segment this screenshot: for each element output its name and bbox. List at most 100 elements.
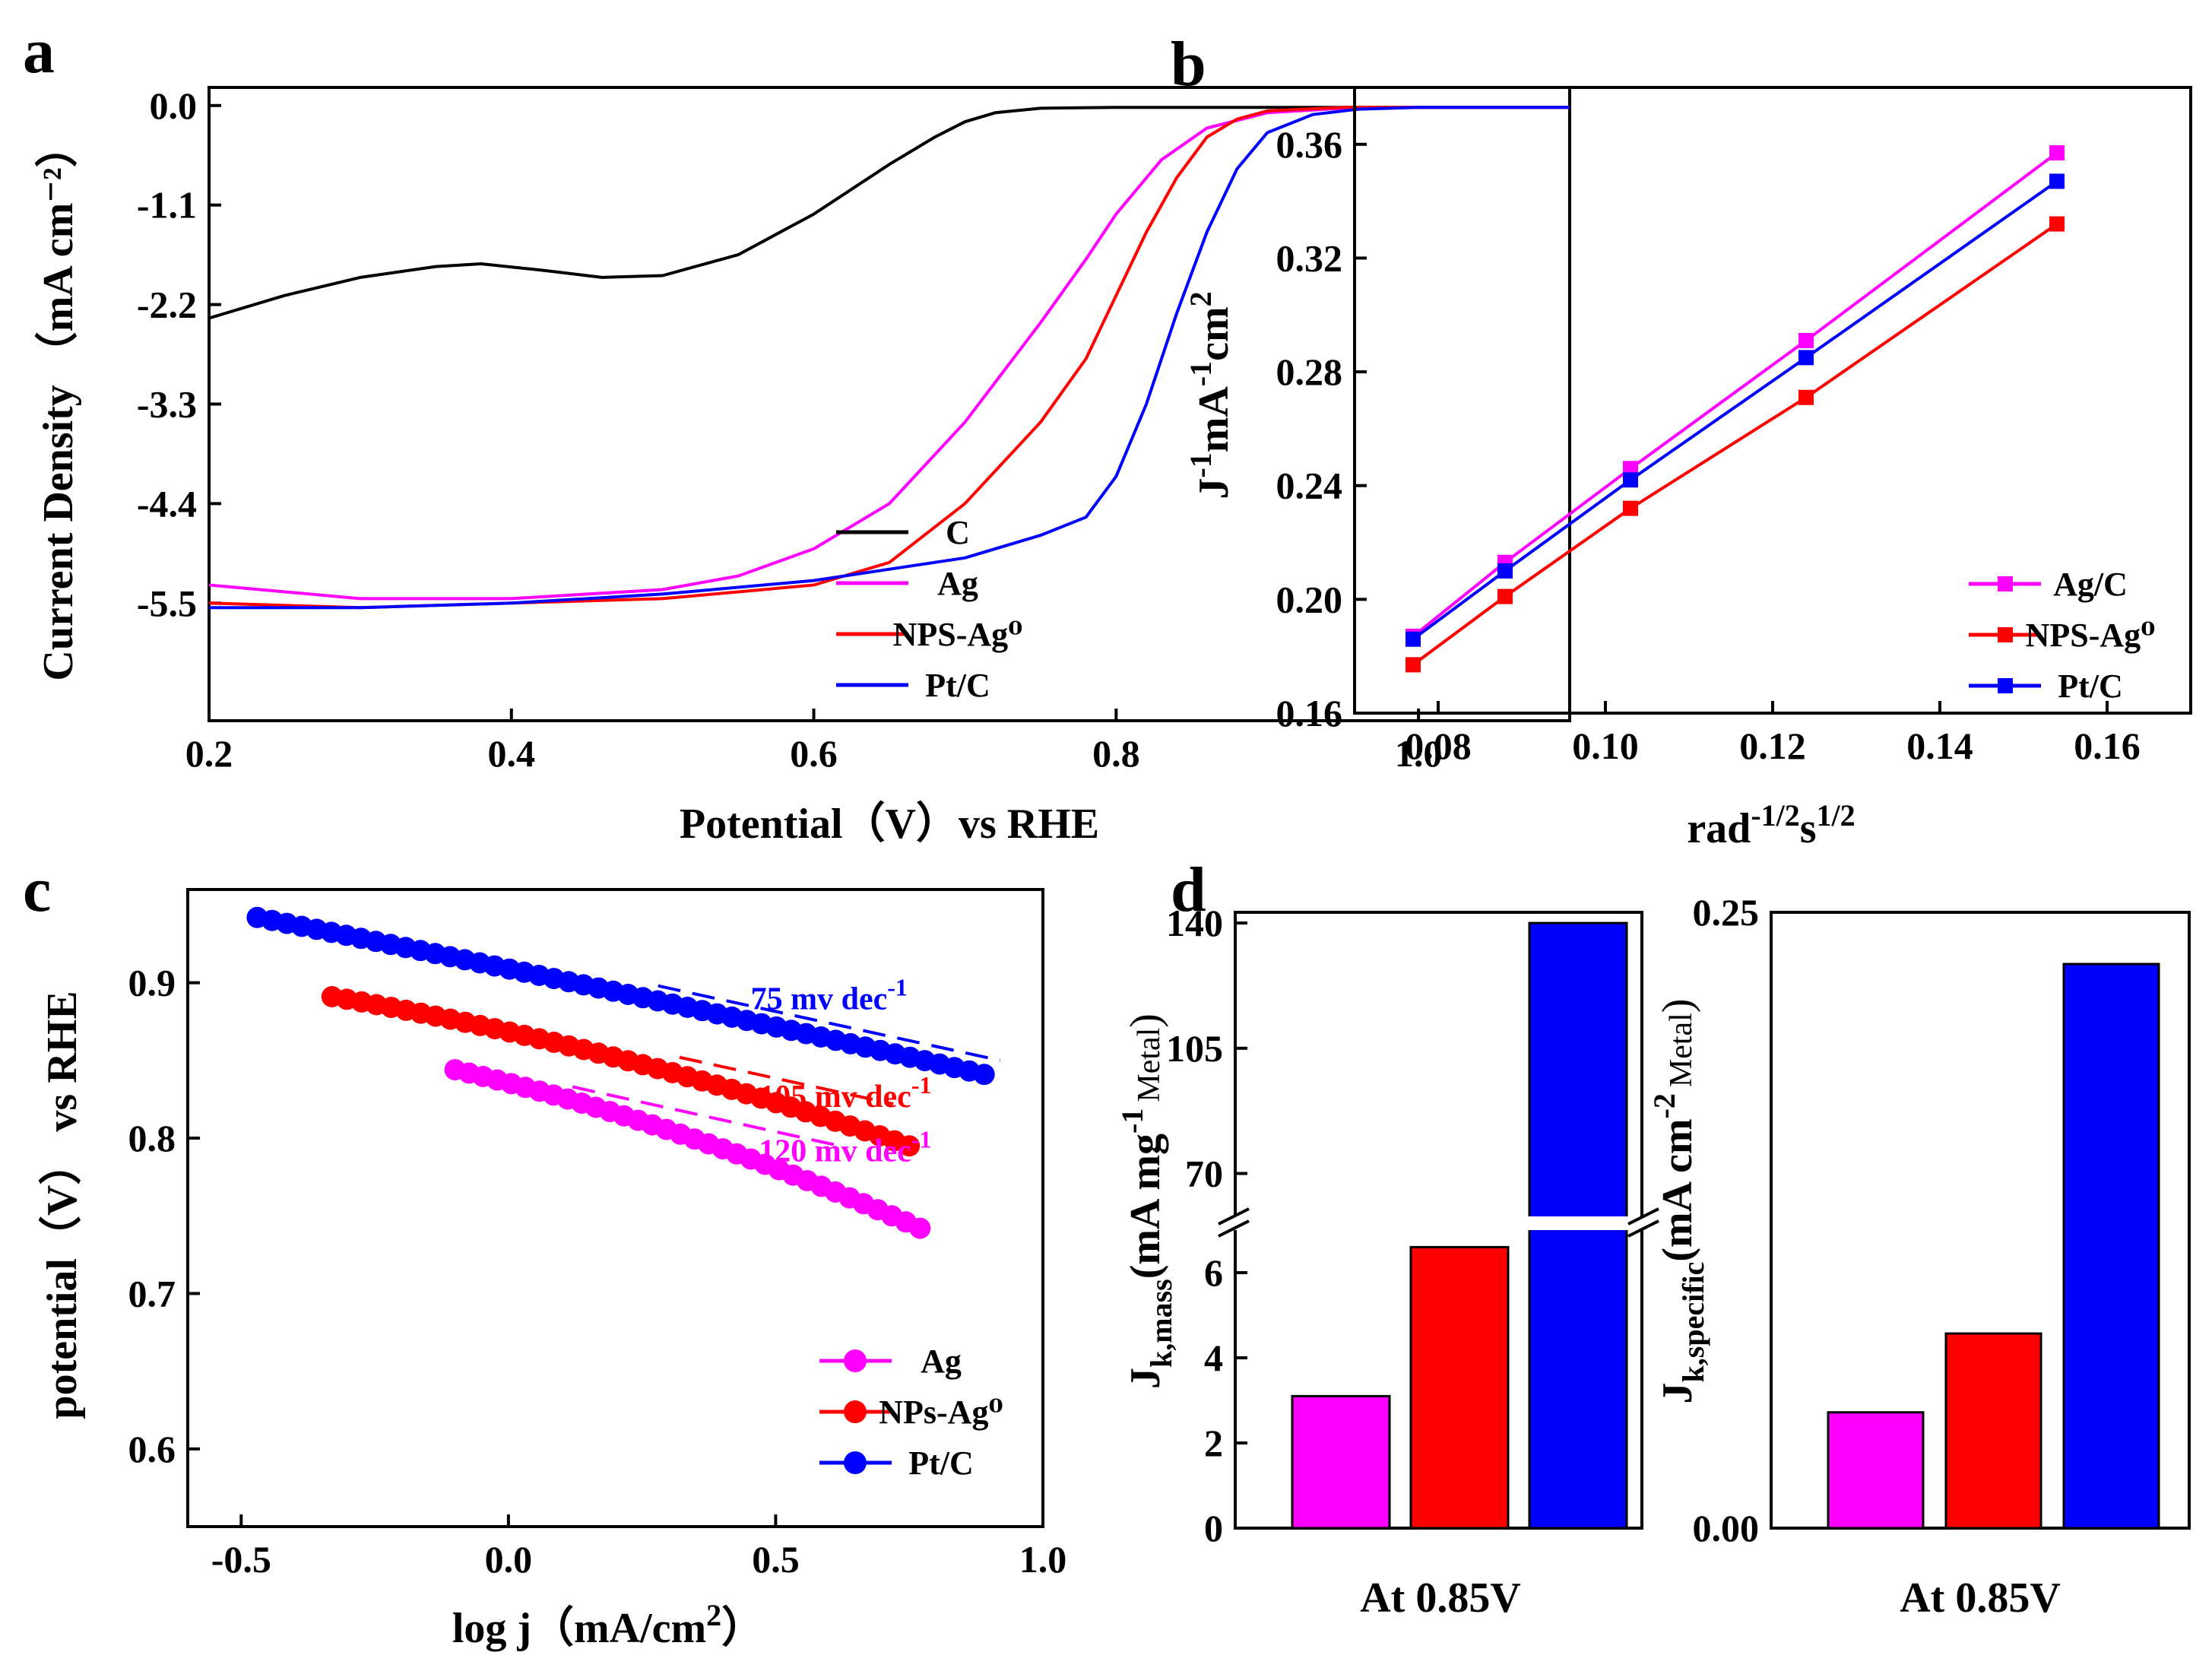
panel-d-left-axis-break-gap	[1231, 1216, 1646, 1230]
panel-c-xtick-label: 0.5	[752, 1538, 800, 1581]
panel-a-ylabel: Current Density （mA cm⁻²）	[34, 125, 82, 680]
panel-c-legend: Ag NPs-Ag⁰ Pt/C	[819, 1343, 1003, 1482]
panel-b-plot-area	[1405, 145, 2065, 673]
panel-b-point-2-2	[1623, 472, 1638, 488]
panel-d-right-bar-0	[1827, 1411, 1925, 1530]
panel-d-right-xlabel: At 0.85V	[1900, 1574, 2061, 1622]
panel-d-left-break-mark	[1218, 1219, 1250, 1238]
panel-c-label: c	[23, 855, 51, 925]
panel-d-left-xlabel: At 0.85V	[1360, 1574, 1521, 1622]
panel-b-xtick-label: 0.10	[1572, 725, 1639, 767]
panel-b-ticks: 0.08 0.10 0.12 0.14 0.16 0.16 0.20 0.24 0.28 0.32…	[1276, 123, 2141, 767]
panel-a-legend-label-2: NPS-Ag⁰	[893, 616, 1023, 653]
panel-c-annotation-0: 75 mv dec-1	[751, 973, 908, 1016]
panel-d-right-bar-1	[1944, 1332, 2042, 1530]
panel-b-legend: Ag/C NPS-Ag⁰ Pt/C	[1969, 566, 2155, 705]
panel-b-xtick-label: 0.08	[1405, 725, 1472, 767]
panel-d-left-break-mark	[1218, 1207, 1250, 1226]
panel-d-right-plot-area: 0.00 0.25	[1693, 891, 2160, 1549]
panel-b-point-2-0	[1405, 631, 1421, 647]
panel-d-right-ytick-label: 0.00	[1693, 1507, 1760, 1549]
panel-b-xtick-label: 0.12	[1739, 725, 1806, 767]
panel-a-ytick-label: -2.2	[137, 284, 197, 326]
panel-b-point-1-1	[1497, 588, 1513, 604]
panel-d-right-bar-2	[2062, 962, 2160, 1530]
panel-a-legend: C Ag NPS-Ag⁰ Pt/C	[836, 514, 1022, 704]
panel-d-left-ylabel: Jk,mass(mA mg-1Metal)	[1115, 1013, 1178, 1389]
panel-b-ytick-label: 0.36	[1276, 123, 1343, 166]
panel-b-point-0-4	[2049, 145, 2065, 161]
panel-d-left-ytick-label: 70	[1185, 1153, 1223, 1195]
panel-c-ytick-label: 0.7	[128, 1272, 176, 1314]
panel-c-ytick-label: 0.9	[128, 962, 176, 1004]
panel-b-ytick-label: 0.24	[1276, 465, 1343, 507]
panel-c-ticks: -0.5 0.0 0.5 1.0 0.6 0.7 0.8 0.9	[128, 962, 1067, 1581]
panel-b-legend-marker-0	[1998, 576, 2013, 591]
panel-c-point-0-33	[909, 1217, 931, 1239]
panel-b-ytick-label: 0.16	[1276, 692, 1343, 734]
panel-d-left-break-mark	[1627, 1219, 1659, 1238]
panel-a-plot-area	[208, 106, 1570, 610]
panel-c-plot-area: 75 mv dec-1 105 mv dec-1 120 mv dec-1	[246, 906, 1001, 1239]
panel-d-left-ytick-label: 6	[1204, 1251, 1223, 1294]
panel-c-legend-label-1: NPs-Ag⁰	[879, 1394, 1003, 1431]
panel-a-ticks: 0.2 0.4 0.6 0.8 1.0 0.0 -1.1 -2.2 -3.3 -4.4 -5.5	[137, 84, 1443, 775]
panel-d-left-bar-0	[1291, 1394, 1391, 1530]
panel-c-legend-marker-0	[844, 1349, 867, 1372]
panel-a-xtick-label: 0.2	[185, 732, 233, 775]
panel-a-xtick-label: 0.4	[488, 732, 536, 775]
panel-d-left-plot-area: 0 2 4 6 70 105 140	[1166, 902, 1659, 1549]
panel-d-left-ytick-label: 0	[1204, 1507, 1223, 1549]
panel-b-legend-marker-2	[1998, 678, 2013, 693]
panel-b-point-1-2	[1623, 500, 1638, 516]
panel-b-point-1-3	[1798, 389, 1814, 405]
panel-b-ytick-label: 0.28	[1276, 350, 1343, 393]
panel-c-xlabel: log j（mA/cm2）	[452, 1598, 764, 1652]
panel-c-ytick-label: 0.8	[128, 1117, 176, 1159]
panel-b-point-1-0	[1405, 657, 1421, 673]
panel-d-left-ytick-label: 4	[1204, 1337, 1223, 1379]
panel-c-point-2-49	[973, 1064, 995, 1086]
panel-b-label: b	[1171, 29, 1206, 100]
panel-d: d 0 2 4 6 70 105 140 At 0.85V Jk,mass(mA mg-1M…	[1115, 855, 2191, 1622]
panel-a-ytick-label: -1.1	[137, 184, 197, 227]
panel-b-xtick-label: 0.16	[2074, 725, 2141, 767]
panel-d-left-ytick-label: 105	[1166, 1027, 1223, 1070]
panel-a-series-3	[209, 106, 1570, 610]
panel-b-ytick-label: 0.20	[1276, 578, 1343, 620]
panel-b-point-2-3	[1798, 350, 1814, 366]
panel-b-ytick-label: 0.32	[1276, 236, 1343, 279]
panel-a: a 0.2 0.4 0.6 0.8 1.0 0.0 -1.1 -2.2 -3.3 -4.4 -5.5…	[23, 16, 1571, 848]
panel-b-legend-label-1: NPS-Ag⁰	[2026, 617, 2156, 654]
panel-a-legend-label-1: Ag	[937, 565, 978, 602]
panel-c-frame	[186, 888, 1044, 1528]
panel-c-fit-line-2	[572, 1085, 841, 1148]
panel-b-point-0-3	[1798, 332, 1814, 348]
panel-c-annotation-2: 120 mv dec-1	[759, 1126, 931, 1169]
panel-a-legend-label-3: Pt/C	[925, 667, 990, 704]
panel-a-series-2	[208, 106, 1570, 610]
panel-a-ytick-label: 0.0	[150, 84, 198, 127]
panel-c-point-1-39	[898, 1135, 921, 1157]
panel-a-xtick-label: 1.0	[1395, 732, 1443, 775]
panel-c-legend-label-2: Pt/C	[908, 1444, 974, 1482]
panel-c-xtick-label: 1.0	[1019, 1538, 1067, 1581]
panel-b-xlabel: rad-1/2s1/2	[1687, 798, 1855, 852]
panel-b-legend-marker-1	[1998, 627, 2013, 642]
panel-d-right-ylabel: Jk,specific(mA cm-2Metal)	[1647, 999, 1710, 1404]
panel-d-left-ytick-label: 140	[1166, 902, 1223, 944]
panel-a-legend-label-0: C	[946, 514, 970, 551]
panel-a-xtick-label: 0.8	[1092, 732, 1140, 775]
panel-a-ytick-label: -4.4	[137, 482, 197, 525]
panel-a-xlabel: Potential（V）vs RHE	[680, 800, 1099, 848]
panel-d-left-bar-1	[1409, 1245, 1510, 1530]
panel-c-legend-label-0: Ag	[921, 1343, 962, 1380]
panel-c-xtick-label: 0.0	[485, 1538, 533, 1581]
panel-b-legend-label-2: Pt/C	[2058, 668, 2123, 705]
panel-c-legend-marker-2	[844, 1451, 867, 1474]
panel-a-label: a	[23, 16, 55, 87]
panel-b-point-1-4	[2049, 216, 2065, 232]
panel-d-left-ytick-label: 2	[1204, 1422, 1223, 1464]
